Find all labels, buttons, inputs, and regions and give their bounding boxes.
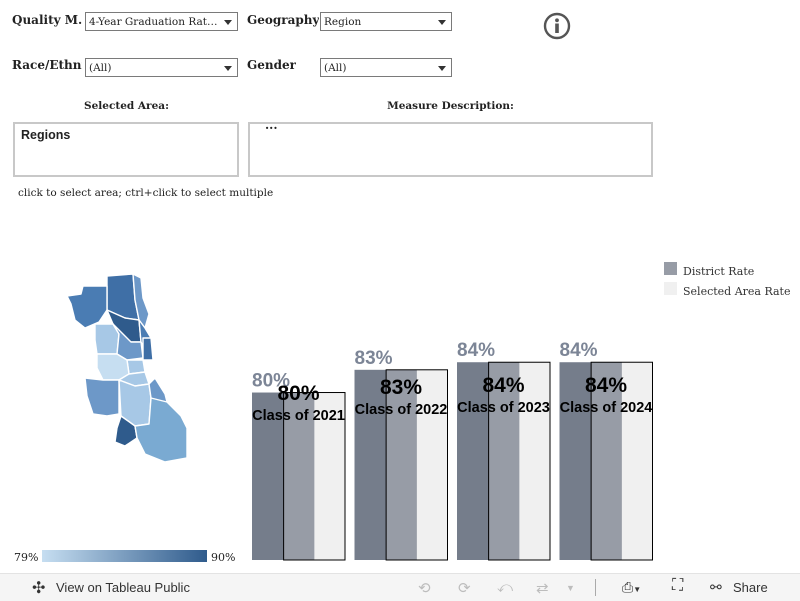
- share-button[interactable]: Share: [733, 580, 768, 595]
- legend-label-district: District Rate: [683, 265, 755, 278]
- bar-district-rate: [386, 369, 417, 560]
- fullscreen-icon[interactable]: ⛶: [672, 577, 684, 594]
- redo-icon[interactable]: ⟳: [458, 580, 471, 597]
- map-legend-gradient: [42, 550, 207, 562]
- bar-value-label: 83%: [380, 376, 422, 399]
- bar-district-rate: [591, 362, 622, 560]
- share-icon[interactable]: ⚯: [710, 579, 722, 595]
- gender-label: Gender: [247, 58, 296, 72]
- race-ethnicity-value: (All): [89, 62, 112, 74]
- undo-icon[interactable]: ⟲: [418, 580, 431, 597]
- bar-outline: [590, 361, 653, 561]
- map-legend-max: 90%: [211, 551, 236, 564]
- region-midway: [84, 377, 120, 417]
- selected-area-title: Selected Area:: [84, 100, 169, 112]
- bar-category-label: Class of 2021: [252, 408, 345, 424]
- geography-label: Geography: [247, 13, 320, 27]
- chevron-down-icon[interactable]: ▼: [566, 583, 575, 593]
- toolbar-divider: [595, 579, 596, 596]
- bar-value-label: 84%: [482, 374, 524, 397]
- bar-category-label: Class of 2022: [355, 402, 448, 418]
- legend-label-selected: Selected Area Rate: [683, 285, 791, 298]
- bar-selected-area-rate: [314, 392, 345, 560]
- region-west-central: [112, 323, 144, 361]
- measure-description-box: ...: [248, 118, 653, 177]
- download-icon[interactable]: ⎙▼: [622, 579, 642, 595]
- quality-measure-value: 4-Year Graduation Rate O...: [89, 16, 219, 28]
- chevron-down-icon: [438, 20, 446, 25]
- bar-selected-area-rate: [621, 362, 653, 560]
- gender-value: (All): [324, 62, 347, 74]
- selected-area-box: Regions: [13, 122, 239, 177]
- race-ethnicity-dropdown[interactable]: (All): [85, 58, 238, 77]
- gender-dropdown[interactable]: (All): [320, 58, 452, 77]
- region-map[interactable]: [55, 268, 195, 468]
- bar-category-label: Class of 2023: [457, 400, 550, 416]
- measure-description-value: ...: [265, 118, 278, 132]
- geography-dropdown[interactable]: Region: [320, 12, 452, 31]
- revert-icon[interactable]: ⤺: [497, 579, 514, 596]
- bar-outline: [385, 369, 448, 561]
- region-northwest: [66, 285, 108, 329]
- graduation-rate-chart: 80%80% Class of 2021 83% 83% Class of 2022 84…: [252, 340, 653, 561]
- region-lakefront-north: [132, 273, 150, 329]
- bar-district-rate: [488, 362, 520, 560]
- tableau-toolbar: ✣ View on Tableau Public ⟲ ⟳ ⤺ ⇄ ▼ ⎙▼ ⛶ …: [0, 573, 800, 601]
- selected-area-value: Regions: [21, 128, 71, 142]
- bar-outline: [283, 392, 346, 561]
- chevron-down-icon: [224, 66, 232, 71]
- bar-selected-area-rate: [416, 369, 448, 560]
- map-legend-min: 79%: [14, 551, 39, 564]
- region-loop: [142, 337, 154, 361]
- region-far-south: [134, 397, 188, 463]
- quality-measure-label: Quality M...: [12, 13, 82, 27]
- bar-top-value-label: 80%: [252, 371, 290, 392]
- bar-selected-area-rate: [519, 362, 550, 560]
- quality-measure-dropdown[interactable]: 4-Year Graduation Rate O...: [85, 12, 238, 31]
- bar-top-value-label: 84%: [457, 340, 495, 361]
- bar-outline: [488, 361, 551, 561]
- view-on-tableau-link[interactable]: View on Tableau Public: [56, 580, 190, 595]
- chevron-down-icon: [224, 20, 232, 25]
- tableau-logo-icon: ✣: [32, 580, 46, 597]
- chevron-down-icon: [438, 66, 446, 71]
- race-ethnicity-label: Race/Ethni...: [12, 58, 82, 72]
- refresh-icon[interactable]: ⇄: [536, 580, 549, 597]
- measure-description-title: Measure Description:: [387, 100, 514, 112]
- legend-swatch-district: [664, 262, 677, 275]
- bar-district-rate: [283, 392, 315, 560]
- bar-category-label: Class of 2024: [560, 400, 653, 416]
- geography-value: Region: [324, 16, 362, 28]
- bar-top-value-label: 83%: [355, 348, 393, 369]
- info-icon[interactable]: [543, 12, 571, 40]
- bar-top-value-label: 84%: [560, 340, 598, 361]
- bar-value-label: 80%: [277, 382, 319, 405]
- bar-value-label: 84%: [585, 374, 627, 397]
- map-hint-text: click to select area; ctrl+click to sele…: [18, 187, 274, 199]
- legend-swatch-selected: [664, 282, 677, 295]
